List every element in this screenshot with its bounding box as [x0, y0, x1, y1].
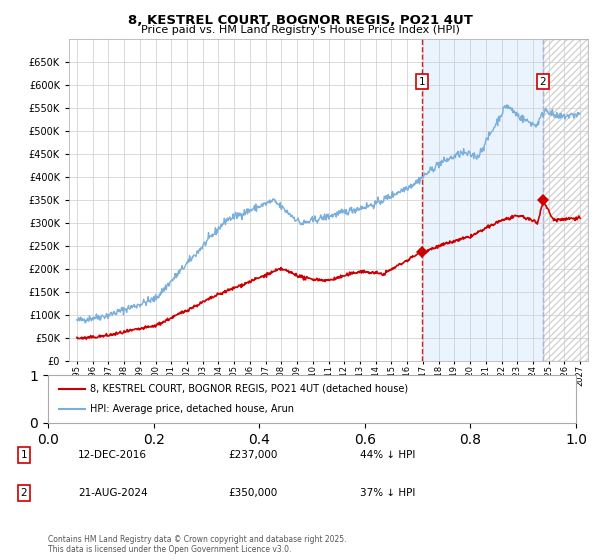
- Text: 12-DEC-2016: 12-DEC-2016: [78, 450, 147, 460]
- Text: £237,000: £237,000: [228, 450, 277, 460]
- Text: 21-AUG-2024: 21-AUG-2024: [78, 488, 148, 498]
- Bar: [543, 39, 588, 361]
- Text: 44% ↓ HPI: 44% ↓ HPI: [360, 450, 415, 460]
- Text: 2: 2: [540, 77, 547, 86]
- Text: Contains HM Land Registry data © Crown copyright and database right 2025.
This d: Contains HM Land Registry data © Crown c…: [48, 535, 347, 554]
- Text: 8, KESTREL COURT, BOGNOR REGIS, PO21 4UT: 8, KESTREL COURT, BOGNOR REGIS, PO21 4UT: [128, 14, 472, 27]
- Bar: [422, 39, 543, 361]
- Text: 8, KESTREL COURT, BOGNOR REGIS, PO21 4UT (detached house): 8, KESTREL COURT, BOGNOR REGIS, PO21 4UT…: [90, 384, 409, 394]
- Text: 1: 1: [20, 450, 28, 460]
- Text: Price paid vs. HM Land Registry's House Price Index (HPI): Price paid vs. HM Land Registry's House …: [140, 25, 460, 35]
- Text: £350,000: £350,000: [228, 488, 277, 498]
- Text: HPI: Average price, detached house, Arun: HPI: Average price, detached house, Arun: [90, 404, 294, 414]
- Text: 1: 1: [419, 77, 425, 86]
- Text: 2: 2: [20, 488, 28, 498]
- Text: 37% ↓ HPI: 37% ↓ HPI: [360, 488, 415, 498]
- Bar: [543, 39, 588, 361]
